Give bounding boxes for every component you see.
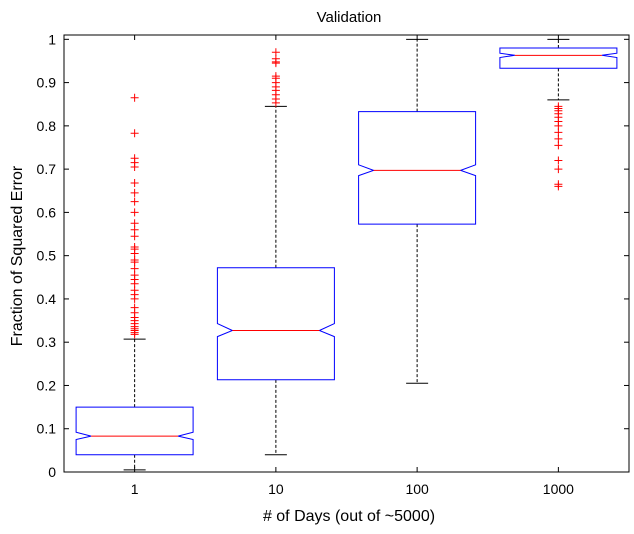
box-group-1000: [499, 38, 618, 191]
y-tick-label: 0.6: [37, 204, 57, 220]
outlier-marker: [130, 129, 139, 138]
box-group-10: [216, 48, 335, 456]
x-axis: 1 10 100 1000: [131, 35, 574, 497]
y-tick-label: 0: [48, 464, 56, 480]
notched-box: [75, 406, 194, 456]
outlier-marker: [130, 188, 139, 197]
y-tick-label: 0.1: [37, 421, 57, 437]
y-tick-label: 0.8: [37, 118, 57, 134]
outlier-marker: [130, 243, 139, 252]
boxes: [75, 38, 618, 471]
chart-title: Validation: [317, 9, 382, 26]
x-tick-label: 100: [405, 481, 429, 497]
x-axis-label: # of Days (out of ~5000): [263, 508, 435, 525]
x-tick-label: 1: [131, 481, 139, 497]
notched-box: [358, 111, 477, 225]
y-tick-label: 0.2: [37, 377, 57, 393]
y-tick-label: 0.4: [37, 291, 57, 307]
notched-box: [216, 267, 335, 381]
outlier-marker: [554, 165, 563, 174]
notched-box: [499, 47, 618, 69]
x-tick-label: 1000: [543, 481, 574, 497]
y-tick-label: 0.7: [37, 161, 57, 177]
outlier-marker: [554, 102, 563, 111]
box-group-1: [75, 93, 194, 471]
y-axis-label: Fraction of Squared Error: [9, 165, 26, 346]
y-tick-label: 0.5: [37, 248, 57, 264]
y-axis: 0 0.1 0.2 0.3 0.4 0.5 0.6 0.7 0.8 0.9 1: [37, 31, 629, 480]
outlier-marker: [130, 303, 139, 312]
outlier-marker: [130, 178, 139, 187]
outlier-marker: [271, 72, 280, 81]
outlier-marker: [271, 48, 280, 57]
outlier-marker: [554, 156, 563, 165]
outlier-marker: [130, 219, 139, 228]
x-tick-label: 10: [268, 481, 284, 497]
y-tick-label: 1: [48, 31, 56, 47]
box-group-100: [358, 38, 477, 384]
y-tick-label: 0.3: [37, 334, 57, 350]
outlier-marker: [130, 154, 139, 163]
plot-frame: [63, 34, 630, 473]
y-tick-label: 0.9: [37, 75, 57, 91]
outlier-marker: [130, 93, 139, 102]
outlier-marker: [130, 208, 139, 217]
outlier-marker: [554, 180, 563, 189]
outlier-marker: [130, 197, 139, 206]
